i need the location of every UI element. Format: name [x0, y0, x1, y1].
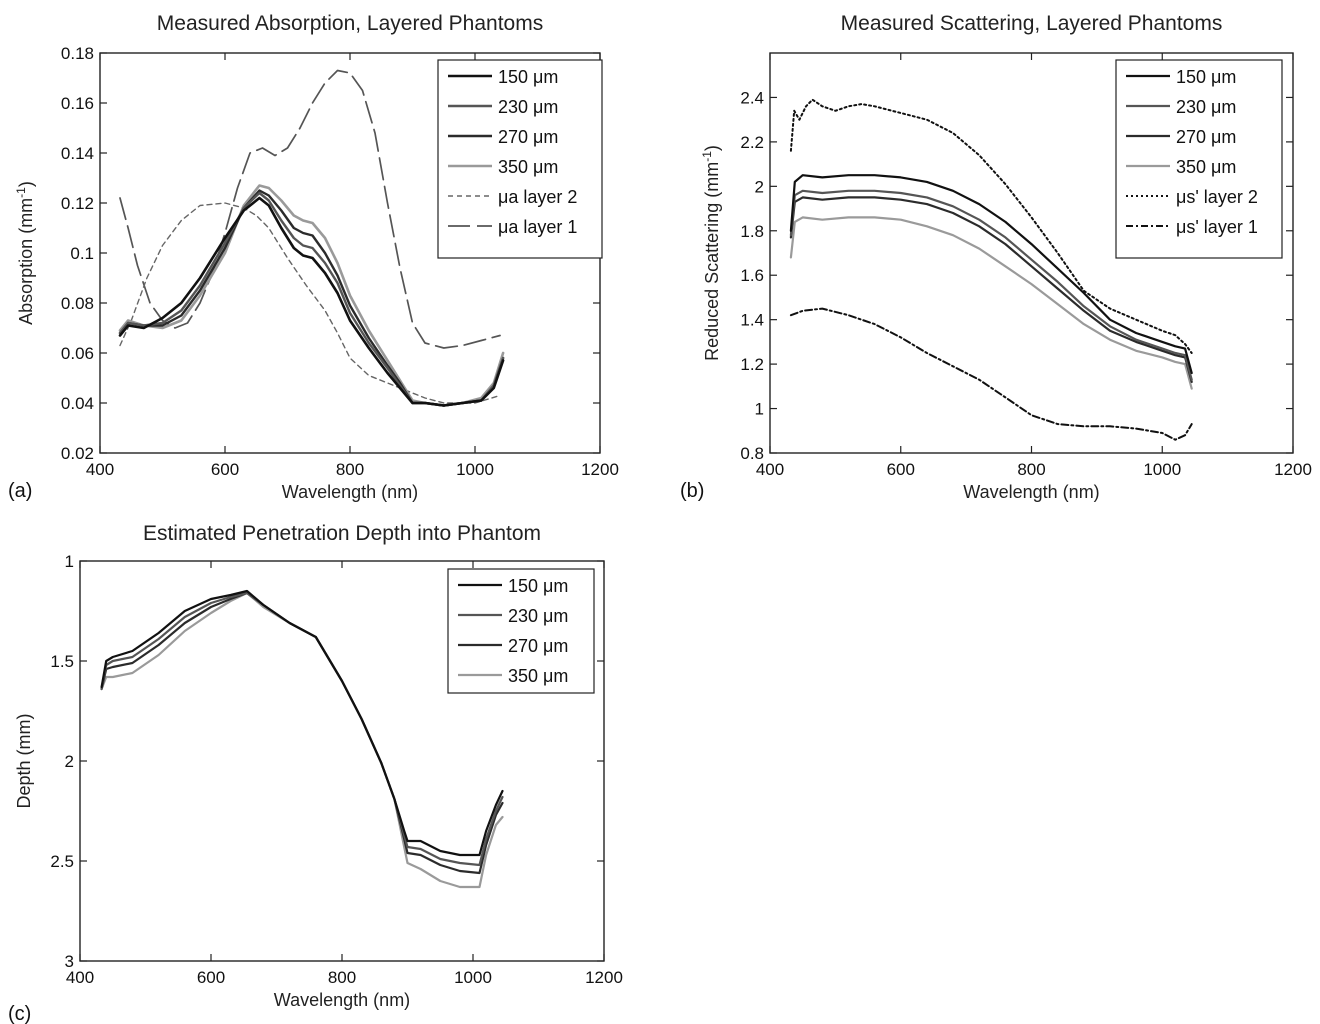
x-axis-label: Wavelength (nm) [963, 482, 1099, 502]
series-line [789, 196, 1193, 383]
y-axis-label-text: Absorption (mm [16, 198, 36, 325]
series-line [119, 69, 501, 349]
legend-box [437, 59, 603, 259]
series-line [789, 307, 1193, 441]
chart-panel-3: Estimated Penetration Depth into Phantom… [8, 522, 623, 1024]
y-tick-label: 1.8 [740, 222, 764, 241]
panel-letter: (c) [8, 1003, 31, 1024]
legend-label: 150 μm [1176, 67, 1236, 87]
y-axis-label: Absorption (mm-1) [14, 181, 36, 325]
x-axis-label: Wavelength (nm) [274, 990, 410, 1010]
panel-letter: (b) [680, 480, 704, 502]
x-tick-label: 600 [211, 460, 239, 479]
y-tick-label: 0.14 [61, 144, 94, 163]
x-tick-label: 1200 [585, 968, 623, 987]
legend-label: 350 μm [508, 666, 568, 686]
y-axis-label-superscript: -1 [14, 187, 28, 198]
y-tick-label: 1.2 [740, 355, 764, 374]
x-tick-label: 1000 [456, 460, 494, 479]
y-axis-label-superscript: -1 [700, 151, 714, 162]
legend-label: 230 μm [498, 97, 558, 117]
x-tick-label: 600 [887, 460, 915, 479]
y-tick-label: 2.2 [740, 133, 764, 152]
y-axis-label: Reduced Scattering (mm-1) [700, 145, 722, 361]
legend-label: 350 μm [1176, 157, 1236, 177]
y-tick-label: 0.04 [61, 394, 94, 413]
x-tick-label: 400 [86, 460, 114, 479]
y-axis-label: Depth (mm) [14, 713, 34, 808]
legend-label: μa layer 2 [498, 187, 577, 207]
legend-box [447, 568, 595, 694]
chart-panel-1: Measured Absorption, Layered Phantoms 400… [8, 12, 619, 502]
y-tick-label: 0.16 [61, 94, 94, 113]
series-line [119, 202, 501, 404]
legend-label: 350 μm [498, 157, 558, 177]
x-tick-label: 400 [66, 968, 94, 987]
y-tick-label: 0.8 [740, 444, 764, 463]
y-axis-label-text: Reduced Scattering (mm [702, 162, 722, 361]
y-axis-label-end: ) [16, 181, 36, 187]
series-line [789, 216, 1193, 390]
x-tick-label: 600 [197, 968, 225, 987]
series-group [118, 69, 505, 407]
y-tick-label: 2.5 [50, 852, 74, 871]
x-tick-label: 800 [1017, 460, 1045, 479]
series-line [100, 589, 504, 857]
y-tick-label: 0.1 [70, 244, 94, 263]
legend-label: 150 μm [498, 67, 558, 87]
x-tick-label: 800 [336, 460, 364, 479]
legend-label: 270 μm [1176, 127, 1236, 147]
y-tick-label: 2 [65, 752, 74, 771]
series-group [100, 589, 504, 889]
chart-title: Measured Scattering, Layered Phantoms [841, 12, 1223, 35]
y-tick-label: 0.18 [61, 44, 94, 63]
series-line [100, 591, 504, 867]
panel-letter: (a) [8, 480, 32, 502]
legend-label: μs' layer 1 [1176, 217, 1258, 237]
legend: 150 μm 230 μm 270 μm 350 μm μs' layer 2 μs' l… [1115, 59, 1283, 259]
legend-label: 270 μm [508, 636, 568, 656]
y-tick-label: 0.02 [61, 444, 94, 463]
chart-title: Estimated Penetration Depth into Phantom [143, 522, 541, 545]
series-line [789, 98, 1193, 354]
legend-label: 150 μm [508, 576, 568, 596]
x-tick-label: 800 [328, 968, 356, 987]
y-tick-label: 1 [65, 552, 74, 571]
y-axis-label-end: ) [702, 145, 722, 151]
chart-title: Measured Absorption, Layered Phantoms [157, 12, 543, 35]
y-tick-label: 1.6 [740, 266, 764, 285]
series-group [789, 98, 1193, 441]
x-tick-label: 1000 [1143, 460, 1181, 479]
x-axis-label: Wavelength (nm) [282, 482, 418, 502]
series-line [789, 174, 1193, 375]
y-tick-label: 2.4 [740, 88, 764, 107]
legend: 150 μm 230 μm 270 μm 350 μm [447, 568, 595, 694]
legend-label: 230 μm [508, 606, 568, 626]
y-tick-label: 0.06 [61, 344, 94, 363]
y-tick-label: 1.4 [740, 311, 764, 330]
y-tick-label: 0.08 [61, 294, 94, 313]
x-tick-label: 1200 [1274, 460, 1312, 479]
legend: 150 μm 230 μm 270 μm 350 μm μa layer 2 μa lay… [437, 59, 603, 259]
chart-panel-2: Measured Scattering, Layered Phantoms 400… [680, 12, 1312, 502]
legend-label: 230 μm [1176, 97, 1236, 117]
y-axis-label-text: Depth (mm) [14, 713, 34, 808]
series-line [789, 189, 1193, 381]
y-tick-label: 3 [65, 952, 74, 971]
x-tick-label: 1000 [454, 968, 492, 987]
y-tick-label: 1 [755, 400, 764, 419]
legend-label: 270 μm [498, 127, 558, 147]
legend-label: μa layer 1 [498, 217, 577, 237]
y-tick-label: 0.12 [61, 194, 94, 213]
y-tick-label: 2 [755, 177, 764, 196]
y-tick-label: 1.5 [50, 652, 74, 671]
x-tick-label: 1200 [581, 460, 619, 479]
x-tick-label: 400 [756, 460, 784, 479]
legend-label: μs' layer 2 [1176, 187, 1258, 207]
series-line [118, 196, 505, 407]
